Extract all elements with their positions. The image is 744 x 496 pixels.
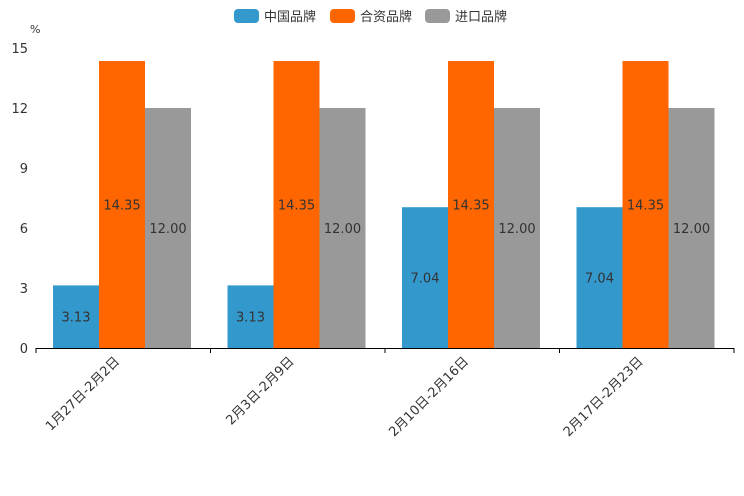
x-tick-label: 2月10日-2月16日: [386, 354, 472, 440]
bar: [448, 61, 494, 348]
data-label: 12.00: [324, 222, 361, 237]
data-label: 12.00: [673, 222, 710, 237]
data-label: 14.35: [103, 199, 140, 214]
bar: [576, 207, 623, 348]
legend-label[interactable]: 合资品牌: [360, 9, 412, 25]
y-tick-label: 12: [11, 102, 28, 117]
data-label: 12.00: [149, 222, 186, 237]
x-tick-label: 2月17日-2月23日: [561, 354, 647, 440]
data-label: 3.13: [62, 311, 91, 326]
y-tick-label: 9: [20, 162, 28, 177]
x-tick-label: 2月3日-2月9日: [223, 354, 297, 428]
bar: [402, 207, 448, 348]
data-label: 7.04: [411, 272, 440, 287]
data-label: 12.00: [498, 222, 535, 237]
y-axis-unit: %: [30, 23, 40, 36]
data-label: 14.35: [278, 199, 315, 214]
legend-swatch[interactable]: [234, 9, 259, 23]
data-label: 14.35: [627, 199, 664, 214]
y-tick-label: 3: [20, 282, 28, 297]
legend-swatch[interactable]: [330, 9, 355, 23]
bar: [227, 285, 274, 348]
bar: [319, 108, 366, 348]
y-tick-label: 0: [20, 342, 28, 357]
x-tick-label: 1月27日-2月2日: [43, 354, 123, 434]
bar: [145, 108, 191, 348]
legend-label[interactable]: 进口品牌: [455, 9, 507, 25]
bar: [668, 108, 715, 348]
bar: [53, 285, 99, 348]
y-tick-label: 6: [20, 222, 28, 237]
legend-label[interactable]: 中国品牌: [264, 9, 316, 25]
bar: [273, 61, 320, 348]
y-tick-label: 15: [11, 42, 28, 57]
data-label: 7.04: [585, 272, 614, 287]
bar: [494, 108, 540, 348]
data-label: 14.35: [452, 199, 489, 214]
bar: [99, 61, 145, 348]
bar: [622, 61, 669, 348]
legend-swatch[interactable]: [425, 9, 450, 23]
data-label: 3.13: [236, 311, 265, 326]
